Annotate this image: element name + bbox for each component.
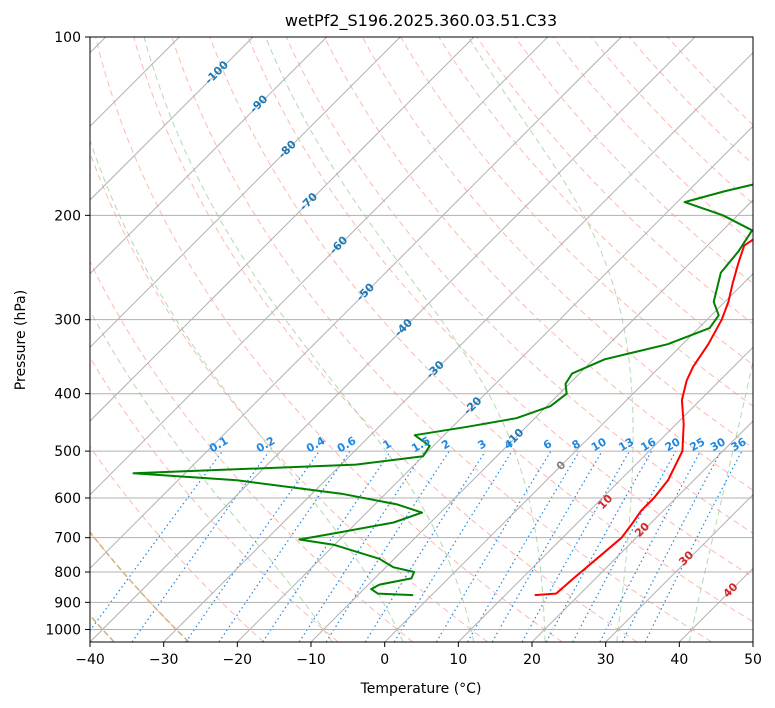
x-tick-label: 10 — [449, 652, 467, 668]
dry-adiabat-line — [171, 37, 712, 642]
moist-adiabat-line — [265, 37, 546, 642]
isotherm-line — [90, 37, 328, 275]
dry-adiabat-line — [209, 37, 753, 623]
dry-adiabat-line — [400, 37, 753, 407]
y-tick-label: 300 — [54, 313, 81, 329]
mixing-ratio-line — [218, 450, 351, 642]
y-tick-label: 600 — [54, 491, 81, 507]
y-axis-label: Pressure (hPa) — [13, 290, 29, 390]
mixing-ratio-line — [262, 450, 392, 642]
dewpoint-profile-line — [132, 183, 753, 597]
y-tick-label: 500 — [54, 444, 81, 460]
special-isotherm-line — [90, 530, 190, 642]
isotherm-line — [90, 37, 254, 201]
y-tick-label: 400 — [54, 387, 81, 403]
y-tick-label: 700 — [54, 531, 81, 547]
moist-adiabat-line — [688, 358, 753, 642]
isotherm-line — [457, 346, 753, 642]
isotherm-line — [384, 272, 753, 642]
axis-ticks: −40 −30 −20 −10 0 10 20 30 40 50 100 200 300 400 500 60… — [45, 30, 762, 668]
special-isotherm-lines — [90, 530, 190, 642]
dry-adiabat-line — [285, 37, 753, 534]
temperature-profile-line — [534, 238, 753, 597]
y-tick-label: 1000 — [45, 622, 81, 638]
dry-adiabat-line — [438, 37, 753, 366]
dry-adiabat-line — [90, 151, 488, 642]
x-tick-label: 30 — [597, 652, 615, 668]
isotherm-line — [236, 125, 753, 642]
isotherm-line — [163, 51, 753, 642]
dry-adiabat-line — [133, 37, 638, 642]
mixing-ratio-line — [466, 450, 580, 642]
moist-adiabat-line — [90, 309, 333, 642]
x-tick-label: −10 — [296, 652, 326, 668]
isotherm-line — [90, 37, 549, 496]
y-tick-label: 200 — [54, 208, 81, 224]
mixing-ratio-line — [435, 450, 552, 642]
isotherm-line — [90, 37, 622, 570]
mixing-ratio-line — [599, 450, 702, 642]
dry-adiabat-line — [361, 37, 753, 449]
dry-adiabat-line — [94, 37, 563, 642]
x-tick-label: −40 — [75, 652, 105, 668]
mixing-ratio-line — [325, 450, 450, 642]
moist-adiabat-line — [143, 37, 475, 642]
plot-frame — [89, 36, 754, 643]
isotherm-line — [90, 37, 401, 349]
dry-adiabat-line — [90, 260, 414, 642]
isotherm-line — [310, 199, 753, 642]
x-tick-label: 20 — [523, 652, 541, 668]
plot-area — [90, 37, 753, 642]
isotherm-line — [90, 37, 475, 422]
isotherm-line — [90, 37, 696, 642]
grid-lines — [90, 37, 753, 642]
mixing-ratio-line — [185, 450, 320, 642]
sounding-profiles — [132, 183, 753, 597]
dry-adiabat-line — [323, 37, 753, 491]
x-axis-label: Temperature (°C) — [360, 681, 482, 697]
mixing-ratio-line — [572, 450, 677, 642]
x-tick-label: 0 — [380, 652, 389, 668]
isotherm-line — [531, 420, 753, 642]
mixing-ratio-line — [298, 450, 425, 642]
y-tick-label: 800 — [54, 565, 81, 581]
mixing-ratio-line — [364, 450, 486, 642]
adiabat-lines — [90, 37, 753, 642]
x-tick-label: −30 — [149, 652, 179, 668]
y-tick-label: 100 — [54, 30, 81, 46]
x-tick-label: −20 — [223, 652, 253, 668]
y-tick-label: 900 — [54, 595, 81, 611]
dry-adiabat-line — [247, 37, 753, 578]
chart-title: wetPf2_S196.2025.360.03.51.C33 — [285, 11, 557, 31]
moist-adiabat-line — [90, 138, 404, 642]
mixing-ratio-lines — [90, 450, 743, 642]
x-tick-label: 50 — [744, 652, 762, 668]
isotherm-line — [605, 493, 753, 642]
x-tick-label: 40 — [670, 652, 688, 668]
dry-adiabat-line — [90, 445, 264, 642]
